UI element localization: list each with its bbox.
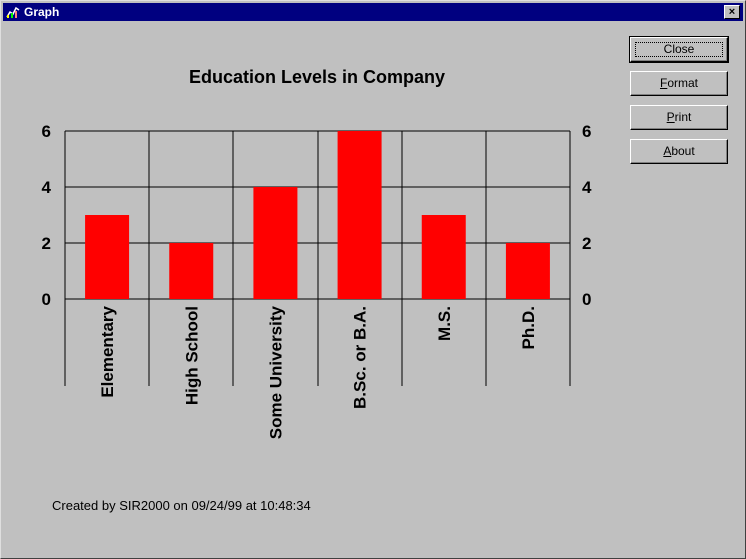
created-by-footer: Created by SIR2000 on 09/24/99 at 10:48:… bbox=[52, 498, 311, 513]
y-tick-label-left: 0 bbox=[42, 290, 51, 309]
x-category-label: M.S. bbox=[435, 306, 454, 341]
close-button[interactable]: Close bbox=[629, 36, 729, 63]
x-category-label: High School bbox=[182, 306, 201, 405]
title-bar[interactable]: Graph × bbox=[3, 3, 743, 21]
x-category-label: Ph.D. bbox=[519, 306, 538, 349]
y-tick-label-left: 6 bbox=[42, 122, 51, 141]
x-category-label: Some University bbox=[266, 305, 285, 439]
bar bbox=[337, 131, 382, 299]
print-mnemonic: P bbox=[666, 110, 675, 124]
bar bbox=[169, 243, 214, 299]
window-title: Graph bbox=[24, 5, 60, 19]
y-tick-label-right: 2 bbox=[582, 234, 591, 253]
bar bbox=[253, 187, 298, 299]
x-category-label: Elementary bbox=[98, 305, 117, 397]
chart-title: Education Levels in Company bbox=[188, 67, 446, 87]
focus-rectangle bbox=[635, 42, 723, 57]
y-tick-label-left: 2 bbox=[42, 234, 51, 253]
format-label-post: ormat bbox=[667, 76, 699, 90]
format-button[interactable]: Format bbox=[630, 71, 728, 96]
format-mnemonic: F bbox=[659, 76, 668, 90]
y-tick-label-right: 4 bbox=[582, 178, 592, 197]
about-mnemonic: A bbox=[663, 144, 672, 158]
y-tick-label-left: 4 bbox=[42, 178, 52, 197]
y-tick-label-right: 0 bbox=[582, 290, 591, 309]
bar bbox=[421, 215, 466, 299]
bar bbox=[505, 243, 550, 299]
graph-app-icon bbox=[6, 5, 20, 19]
bar bbox=[85, 215, 130, 299]
print-label-post: rint bbox=[674, 110, 692, 124]
window-close-button[interactable]: × bbox=[724, 5, 740, 19]
print-button[interactable]: Print bbox=[630, 105, 728, 130]
close-button-label: Close bbox=[663, 42, 695, 56]
x-category-label: B.Sc. or B.A. bbox=[351, 306, 370, 409]
about-label-post: bout bbox=[671, 144, 695, 158]
about-button[interactable]: About bbox=[630, 139, 728, 164]
y-tick-label-right: 6 bbox=[582, 122, 591, 141]
